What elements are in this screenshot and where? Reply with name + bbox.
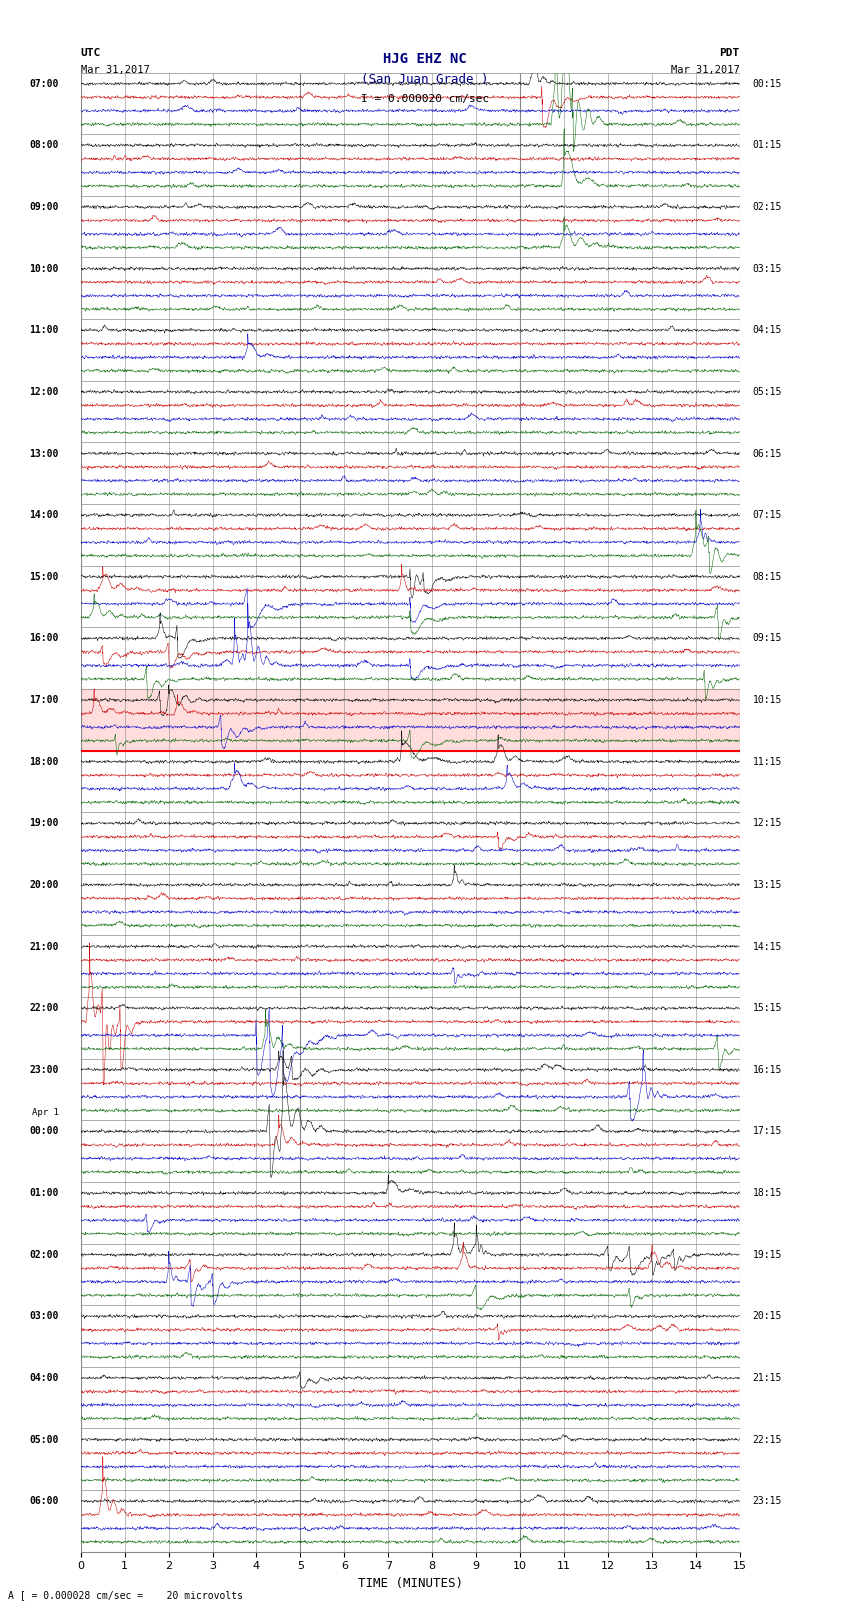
Text: 01:00: 01:00: [30, 1189, 59, 1198]
Text: 23:15: 23:15: [752, 1497, 782, 1507]
Text: HJG EHZ NC: HJG EHZ NC: [383, 52, 467, 66]
Bar: [81, 689, 740, 750]
Text: 19:00: 19:00: [30, 818, 59, 829]
Text: 08:00: 08:00: [30, 140, 59, 150]
Text: 10:15: 10:15: [752, 695, 782, 705]
Text: 00:00: 00:00: [30, 1126, 59, 1137]
Text: 13:15: 13:15: [752, 881, 782, 890]
Text: 18:00: 18:00: [30, 756, 59, 766]
Text: 14:00: 14:00: [30, 510, 59, 519]
Text: 17:00: 17:00: [30, 695, 59, 705]
Text: I = 0.000020 cm/sec: I = 0.000020 cm/sec: [361, 94, 489, 103]
Text: Apr 1: Apr 1: [32, 1108, 59, 1118]
Text: 15:00: 15:00: [30, 571, 59, 582]
Text: A [ = 0.000028 cm/sec =    20 microvolts: A [ = 0.000028 cm/sec = 20 microvolts: [8, 1590, 243, 1600]
Text: 01:15: 01:15: [752, 140, 782, 150]
Text: 11:00: 11:00: [30, 326, 59, 336]
Text: 05:00: 05:00: [30, 1434, 59, 1445]
Text: 16:00: 16:00: [30, 634, 59, 644]
Text: 13:00: 13:00: [30, 448, 59, 458]
Text: 05:15: 05:15: [752, 387, 782, 397]
Text: 07:00: 07:00: [30, 79, 59, 89]
Text: 16:15: 16:15: [752, 1065, 782, 1074]
Text: 02:15: 02:15: [752, 202, 782, 211]
X-axis label: TIME (MINUTES): TIME (MINUTES): [358, 1578, 462, 1590]
Text: 02:00: 02:00: [30, 1250, 59, 1260]
Text: UTC: UTC: [81, 48, 101, 58]
Text: 18:15: 18:15: [752, 1189, 782, 1198]
Text: Mar 31,2017: Mar 31,2017: [671, 65, 740, 74]
Text: 03:15: 03:15: [752, 263, 782, 274]
Text: 07:15: 07:15: [752, 510, 782, 519]
Text: 06:00: 06:00: [30, 1497, 59, 1507]
Text: 12:00: 12:00: [30, 387, 59, 397]
Text: 00:15: 00:15: [752, 79, 782, 89]
Text: 14:15: 14:15: [752, 942, 782, 952]
Text: 03:00: 03:00: [30, 1311, 59, 1321]
Text: PDT: PDT: [719, 48, 740, 58]
Text: 08:15: 08:15: [752, 571, 782, 582]
Text: 09:00: 09:00: [30, 202, 59, 211]
Text: 12:15: 12:15: [752, 818, 782, 829]
Text: 21:15: 21:15: [752, 1373, 782, 1382]
Text: 20:15: 20:15: [752, 1311, 782, 1321]
Text: 06:15: 06:15: [752, 448, 782, 458]
Text: 19:15: 19:15: [752, 1250, 782, 1260]
Text: 11:15: 11:15: [752, 756, 782, 766]
Text: 09:15: 09:15: [752, 634, 782, 644]
Text: 22:15: 22:15: [752, 1434, 782, 1445]
Text: 23:00: 23:00: [30, 1065, 59, 1074]
Text: 20:00: 20:00: [30, 881, 59, 890]
Text: 04:15: 04:15: [752, 326, 782, 336]
Text: 22:00: 22:00: [30, 1003, 59, 1013]
Text: Mar 31,2017: Mar 31,2017: [81, 65, 150, 74]
Text: 15:15: 15:15: [752, 1003, 782, 1013]
Text: (San Juan Grade ): (San Juan Grade ): [361, 73, 489, 85]
Text: 21:00: 21:00: [30, 942, 59, 952]
Text: 10:00: 10:00: [30, 263, 59, 274]
Text: 17:15: 17:15: [752, 1126, 782, 1137]
Text: 04:00: 04:00: [30, 1373, 59, 1382]
